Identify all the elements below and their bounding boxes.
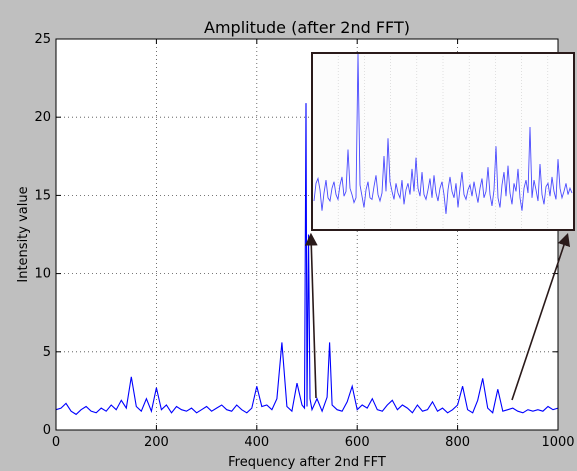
y-axis-label: Intensity value: [16, 186, 31, 282]
y-tick-label: 0: [43, 423, 51, 438]
y-tick-label: 15: [34, 188, 51, 203]
x-axis-label: Frequency after 2nd FFT: [228, 455, 386, 470]
x-tick-label: 200: [144, 435, 169, 450]
chart-title: Amplitude (after 2nd FFT): [204, 18, 410, 37]
x-tick-label: 0: [52, 435, 60, 450]
arrow-left: [304, 232, 318, 399]
y-tick-label: 5: [43, 345, 51, 360]
inset-line: [313, 52, 573, 214]
y-tick-label: 25: [34, 32, 51, 47]
x-tick-label: 800: [445, 435, 470, 450]
y-tick-label: 10: [34, 267, 51, 282]
inset-frame: [311, 52, 575, 231]
y-tick-label: 20: [34, 110, 51, 125]
x-tick-label: 600: [345, 435, 370, 450]
arrow-right: [511, 232, 571, 401]
series-line: [55, 103, 559, 416]
x-tick-label: 1000: [541, 435, 574, 450]
x-tick-label: 400: [244, 435, 269, 450]
